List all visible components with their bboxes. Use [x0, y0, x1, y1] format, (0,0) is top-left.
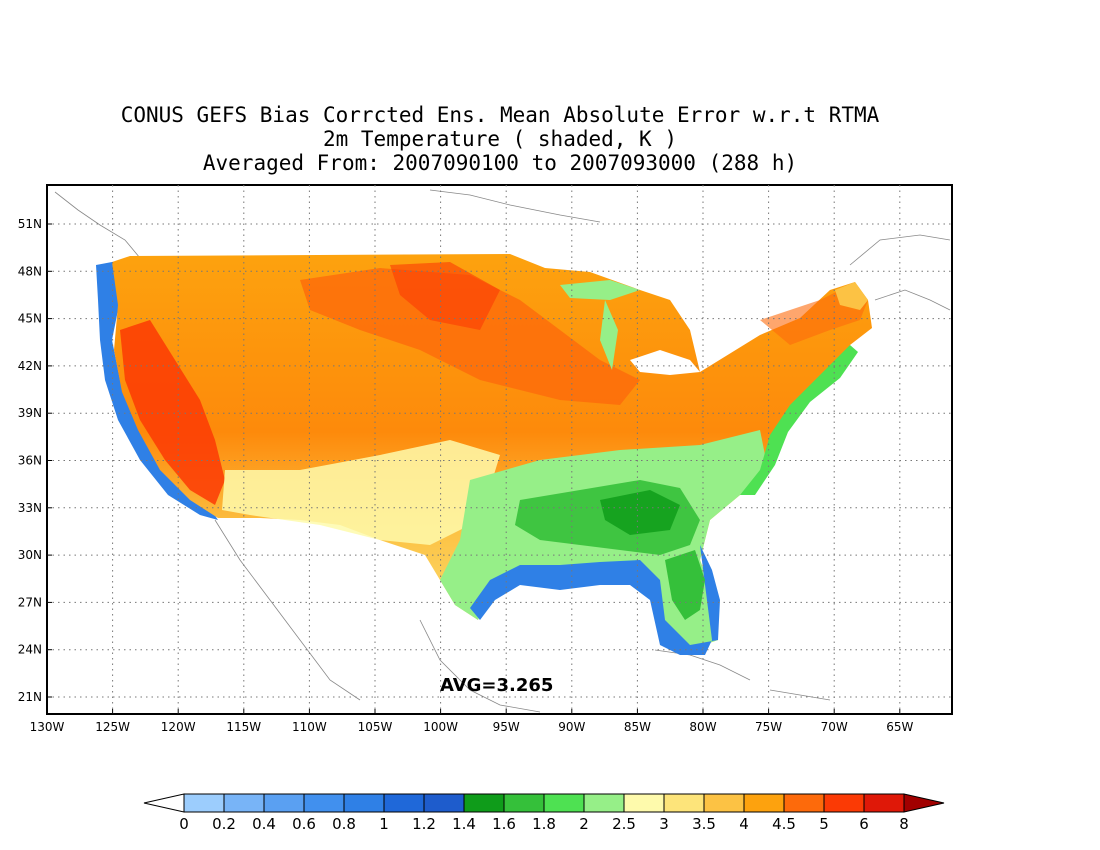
colorbar-box	[543, 793, 585, 813]
lat-tick-label: 27N	[18, 595, 42, 609]
colorbar-box	[183, 793, 225, 813]
colorbar-box	[503, 793, 545, 813]
lat-tick-label: 48N	[18, 264, 42, 278]
title-line-2: 2m Temperature ( shaded, K )	[322, 127, 677, 151]
lon-tick-label: 70W	[821, 720, 848, 734]
colorbar-tick-label: 4	[739, 815, 749, 833]
colorbar-box	[343, 793, 385, 813]
lon-tick-label: 105W	[358, 720, 393, 734]
lat-tick-label: 24N	[18, 643, 42, 657]
colorbar-box	[783, 793, 825, 813]
colorbar-box	[703, 793, 745, 813]
colorbar-tick-label: 0.6	[292, 815, 316, 833]
lat-tick-label: 21N	[18, 690, 42, 704]
colorbar-tick-label: 6	[859, 815, 869, 833]
lon-tick-label: 75W	[755, 720, 782, 734]
colorbar-box	[223, 793, 265, 813]
colorbar-box	[583, 793, 625, 813]
colorbar-tick-label: 0.4	[252, 815, 276, 833]
colorbar-tick-label: 0.2	[212, 815, 236, 833]
colorbar-tick-label: 0	[179, 815, 189, 833]
lon-tick-label: 80W	[689, 720, 716, 734]
colorbar-tick-label: 2.5	[612, 815, 636, 833]
colorbar-box	[463, 793, 505, 813]
lon-tick-label: 100W	[423, 720, 458, 734]
lon-tick-label: 110W	[292, 720, 327, 734]
colorbar-tick-label: 2	[579, 815, 589, 833]
lon-tick-label: 95W	[493, 720, 520, 734]
colorbar-box	[623, 793, 665, 813]
colorbar-tick-label: 1.2	[412, 815, 436, 833]
title-line-1: CONUS GEFS Bias Corrcted Ens. Mean Absol…	[120, 103, 880, 127]
lat-tick-label: 45N	[18, 312, 42, 326]
lat-tick-label: 33N	[18, 501, 42, 515]
lon-tick-label: 130W	[30, 720, 65, 734]
colorbar-box	[423, 793, 465, 813]
average-value-label: AVG=3.265	[440, 675, 554, 696]
coastline-outline	[54, 189, 951, 713]
colorbar-tick-label: 8	[899, 815, 909, 833]
colorbar-tick-label: 1.8	[532, 815, 556, 833]
lon-tick-label: 115W	[226, 720, 261, 734]
lon-tick-label: 120W	[161, 720, 196, 734]
colorbar-tick-label: 3	[659, 815, 669, 833]
colorbar-box	[383, 793, 425, 813]
lat-tick-label: 36N	[18, 454, 42, 468]
colorbar-over-arrow	[903, 793, 945, 813]
lat-tick-label: 42N	[18, 359, 42, 373]
lon-tick-label: 65W	[886, 720, 913, 734]
colorbar-box	[743, 793, 785, 813]
lat-tick-label: 30N	[18, 548, 42, 562]
lon-tick-label: 125W	[95, 720, 130, 734]
colorbar-box	[823, 793, 865, 813]
colorbar-tick-label: 0.8	[332, 815, 356, 833]
lon-tick-label: 90W	[558, 720, 585, 734]
map-grid	[47, 185, 952, 714]
colorbar-tick-label: 5	[819, 815, 829, 833]
colorbar-box	[303, 793, 345, 813]
colorbar-box	[863, 793, 905, 813]
lat-tick-label: 39N	[18, 406, 42, 420]
title-line-3: Averaged From: 2007090100 to 2007093000 …	[202, 151, 798, 175]
conus-shaded-field	[96, 254, 872, 655]
longitude-axis: 130W 125W 120W 115W 110W 105W 100W 95W 90W 85W 80W…	[30, 709, 913, 734]
lat-tick-label: 51N	[18, 217, 42, 231]
colorbar-tick-label: 3.5	[692, 815, 716, 833]
colorbar-box	[663, 793, 705, 813]
latitude-axis: 51N 48N 45N 42N 39N 36N 33N 30N 27N 24N 21N	[18, 217, 52, 704]
lon-tick-label: 85W	[624, 720, 651, 734]
colorbar-under-arrow	[143, 793, 185, 813]
colorbar-tick-label: 1.4	[452, 815, 476, 833]
colorbar-tick-label: 4.5	[772, 815, 796, 833]
colorbar-tick-label: 1	[379, 815, 389, 833]
colorbar-tick-label: 1.6	[492, 815, 516, 833]
colorbar-box	[263, 793, 305, 813]
